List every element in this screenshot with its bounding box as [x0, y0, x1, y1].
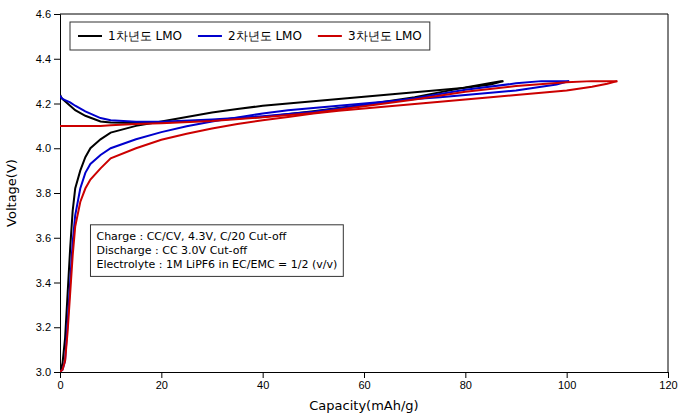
y-axis-tick-label: 3.2 — [36, 321, 51, 333]
plot: 0 20 40 60 80 100 120 3.0 3.2 3.4 3.6 3.8 4.0 4.2 4.4 4… — [36, 8, 678, 391]
x-axis-tick-label: 20 — [156, 379, 168, 391]
x-axis-tick-mark — [465, 372, 466, 378]
legend-frame — [70, 22, 430, 50]
y-axis-tick-mark — [54, 59, 60, 60]
lines — [60, 81, 617, 372]
legend-item: 3차년도 LMO — [318, 29, 422, 43]
frame-top — [60, 14, 668, 15]
y-axis-tick: 3.4 — [36, 277, 60, 289]
y-axis-tick-label: 3.6 — [36, 232, 51, 244]
x-axis-tick-mark — [263, 372, 264, 378]
y-axis-tick: 4.0 — [36, 142, 60, 154]
x-axis-tick-mark — [161, 372, 162, 378]
x-axis-tick-mark — [364, 372, 365, 378]
y-axis-tick: 4.6 — [36, 8, 60, 20]
series-line — [60, 81, 569, 122]
x-axis-tick-label: 120 — [659, 379, 677, 391]
x-axis-tick: 120 — [659, 372, 677, 391]
x-axis-tick: 20 — [156, 372, 168, 391]
y-axis-tick-mark — [54, 238, 60, 239]
x-axis-tick-label: 60 — [358, 379, 370, 391]
y-axis-title: Voltage(V) — [4, 159, 19, 227]
annotation-box: Charge : CC/CV, 4.3V, C/20 Cut-offDischa… — [90, 225, 343, 277]
y-axis-tick-label: 4.6 — [36, 8, 51, 20]
legend-item: 2차년도 LMO — [198, 29, 302, 43]
x-axis-tick-label: 40 — [257, 379, 269, 391]
legend-swatch — [78, 35, 102, 37]
x-axis-tick: 80 — [460, 372, 472, 391]
x-axis-tick-label: 0 — [57, 379, 63, 391]
x-axis-tick: 40 — [257, 372, 269, 391]
legend-label: 2차년도 LMO — [228, 29, 302, 43]
x-axis-tick: 0 — [57, 372, 63, 391]
x-axis-line — [61, 373, 669, 379]
y-axis: 3.0 3.2 3.4 3.6 3.8 4.0 4.2 4.4 4.6 — [36, 8, 61, 378]
legend-label: 3차년도 LMO — [348, 29, 422, 43]
x-axis-title: Capacity(mAh/g) — [309, 398, 418, 413]
y-axis-tick: 4.4 — [36, 53, 60, 65]
annotation: Charge : CC/CV, 4.3V, C/20 Cut-offDischa… — [96, 230, 337, 272]
y-axis-tick-label: 3.0 — [36, 366, 51, 378]
y-axis-tick: 4.2 — [36, 98, 60, 110]
legend-swatch — [318, 35, 342, 37]
y-axis-tick: 3.2 — [36, 321, 60, 333]
legend: 1차년도 LMO 2차년도 LMO 3차년도 LMO — [70, 22, 430, 50]
x-axis-tick-mark — [668, 372, 669, 378]
y-axis-tick-mark — [54, 283, 60, 284]
y-axis-tick-label: 3.4 — [36, 277, 51, 289]
legend-item: 1차년도 LMO — [78, 29, 182, 43]
frame-right — [668, 14, 669, 372]
x-axis-tick: 100 — [558, 372, 576, 391]
y-axis-tick-mark — [54, 104, 60, 105]
y-axis-tick-label: 4.0 — [36, 142, 51, 154]
y-axis-tick-label: 4.2 — [36, 98, 51, 110]
chart: 0 20 40 60 80 100 120 3.0 3.2 3.4 3.6 3.8 4.0 4.2 4.4 4… — [0, 0, 686, 418]
x-axis-tick-label: 100 — [558, 379, 576, 391]
y-axis-line — [54, 15, 61, 373]
y-axis-tick: 3.6 — [36, 232, 60, 244]
x-axis: 0 20 40 60 80 100 120 — [57, 372, 677, 391]
x-axis-tick-label: 80 — [460, 379, 472, 391]
x-axis-tick-mark — [567, 372, 568, 378]
series-line — [60, 81, 617, 126]
legend-swatch — [198, 35, 222, 37]
y-axis-tick-mark — [54, 148, 60, 149]
y-axis-tick-label: 4.4 — [36, 53, 51, 65]
y-axis-tick: 3.0 — [36, 366, 60, 378]
y-axis-tick-label: 3.8 — [36, 187, 51, 199]
legend-label: 1차년도 LMO — [108, 29, 182, 43]
y-axis-tick-mark — [54, 327, 60, 328]
series-line — [60, 81, 617, 372]
y-axis-tick: 3.8 — [36, 187, 60, 199]
y-axis-tick-mark — [54, 14, 60, 15]
y-axis-tick-mark — [54, 372, 60, 373]
x-axis-tick: 60 — [358, 372, 370, 391]
y-axis-tick-mark — [54, 193, 60, 194]
annotation-frame — [90, 225, 343, 277]
